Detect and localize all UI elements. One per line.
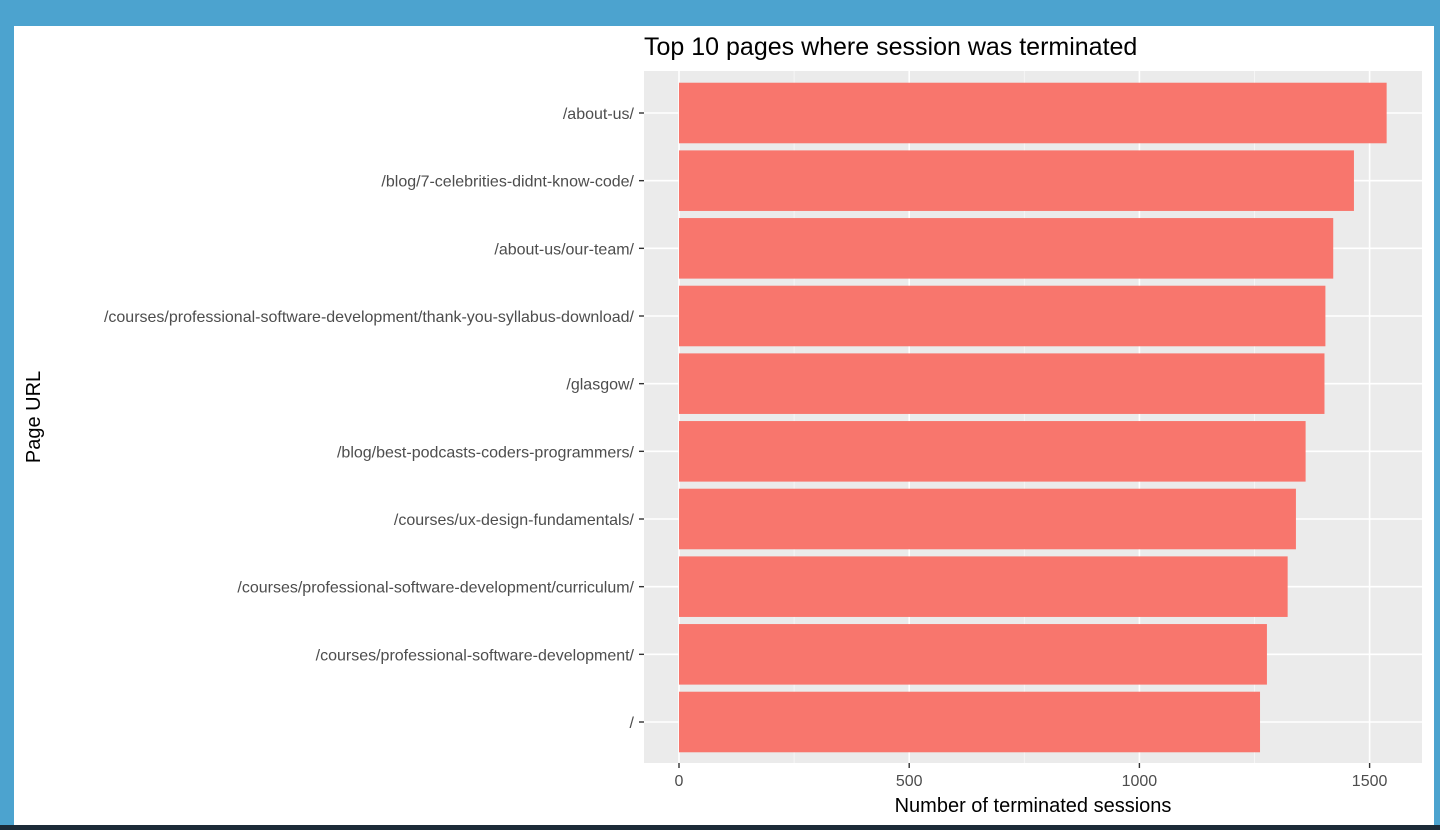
x-tick-label-3: 1500 bbox=[1352, 773, 1388, 790]
bar-4 bbox=[679, 353, 1325, 414]
bar-1 bbox=[679, 150, 1354, 211]
bottom-strip bbox=[0, 825, 1440, 830]
bar-3 bbox=[679, 285, 1326, 347]
y-tick-label-6: /courses/ux-design-fundamentals/ bbox=[394, 512, 635, 529]
y-tick-label-5: /blog/best-podcasts-coders-programmers/ bbox=[337, 444, 635, 461]
chart-canvas: /about-us/ /blog/7-celebrities-didnt-know… bbox=[14, 26, 1434, 825]
chart-title: Top 10 pages where session was terminate… bbox=[644, 33, 1137, 61]
bar-2 bbox=[679, 218, 1334, 279]
x-tick-label-2: 1000 bbox=[1122, 773, 1158, 790]
bars bbox=[679, 82, 1387, 753]
x-tick-label-0: 0 bbox=[675, 773, 684, 790]
y-tick-label-9: / bbox=[630, 715, 635, 732]
y-tick-label-0: /about-us/ bbox=[563, 106, 635, 123]
x-axis-title: Number of terminated sessions bbox=[895, 795, 1172, 817]
y-axis-ticks: /about-us/ /blog/7-celebrities-didnt-know… bbox=[104, 106, 644, 732]
y-tick-label-3: /courses/professional-software-developme… bbox=[104, 309, 635, 326]
bar-0 bbox=[679, 82, 1387, 144]
bar-6 bbox=[679, 488, 1296, 550]
bar-8 bbox=[679, 624, 1267, 685]
bar-7 bbox=[679, 556, 1288, 617]
x-axis-ticks: 0 500 1000 1500 bbox=[675, 763, 1388, 790]
bar-5 bbox=[679, 421, 1306, 482]
bar-9 bbox=[679, 691, 1261, 753]
bar-chart: /about-us/ /blog/7-celebrities-didnt-know… bbox=[23, 33, 1422, 817]
y-tick-label-7: /courses/professional-software-developme… bbox=[237, 580, 634, 597]
y-tick-label-2: /about-us/our-team/ bbox=[494, 241, 634, 258]
y-axis-title: Page URL bbox=[23, 371, 45, 463]
y-tick-label-1: /blog/7-celebrities-didnt-know-code/ bbox=[381, 174, 634, 191]
y-tick-label-4: /glasgow/ bbox=[566, 377, 634, 394]
y-tick-label-8: /courses/professional-software-developme… bbox=[316, 647, 635, 664]
x-tick-label-1: 500 bbox=[896, 773, 923, 790]
